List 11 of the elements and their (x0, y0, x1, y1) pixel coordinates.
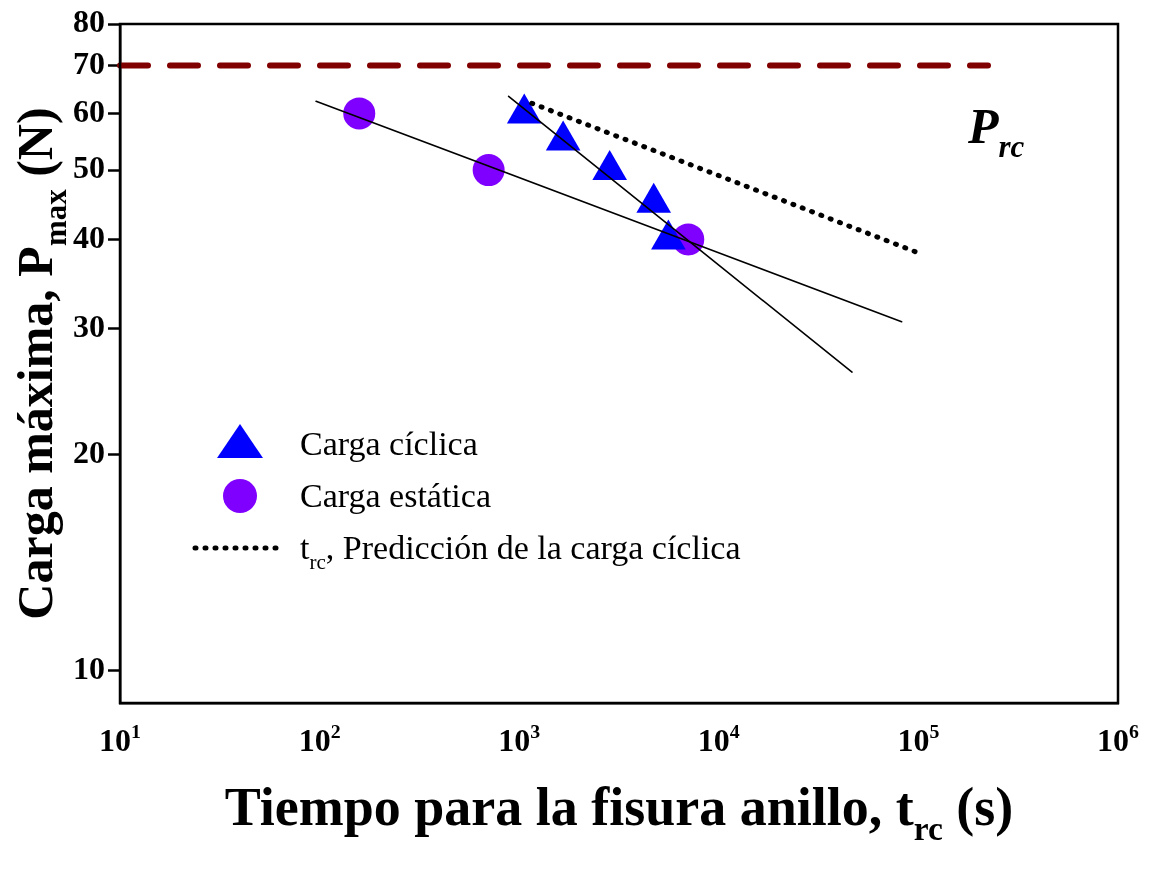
y-tick-label: 80 (73, 3, 105, 40)
y-axis-title: Carga máxima, Pmax (N) (7, 107, 73, 620)
y-tick-label: 30 (73, 308, 105, 345)
y-tick-label: 40 (73, 218, 105, 255)
y-tick-label: 20 (73, 434, 105, 471)
legend-label: Carga estática (300, 477, 492, 514)
y-tick-label: 50 (73, 149, 105, 186)
legend-label: Carga cíclica (300, 425, 478, 462)
y-tick-label: 70 (73, 44, 105, 81)
y-tick-label: 10 (73, 649, 105, 686)
y-tick-label: 60 (73, 92, 105, 129)
